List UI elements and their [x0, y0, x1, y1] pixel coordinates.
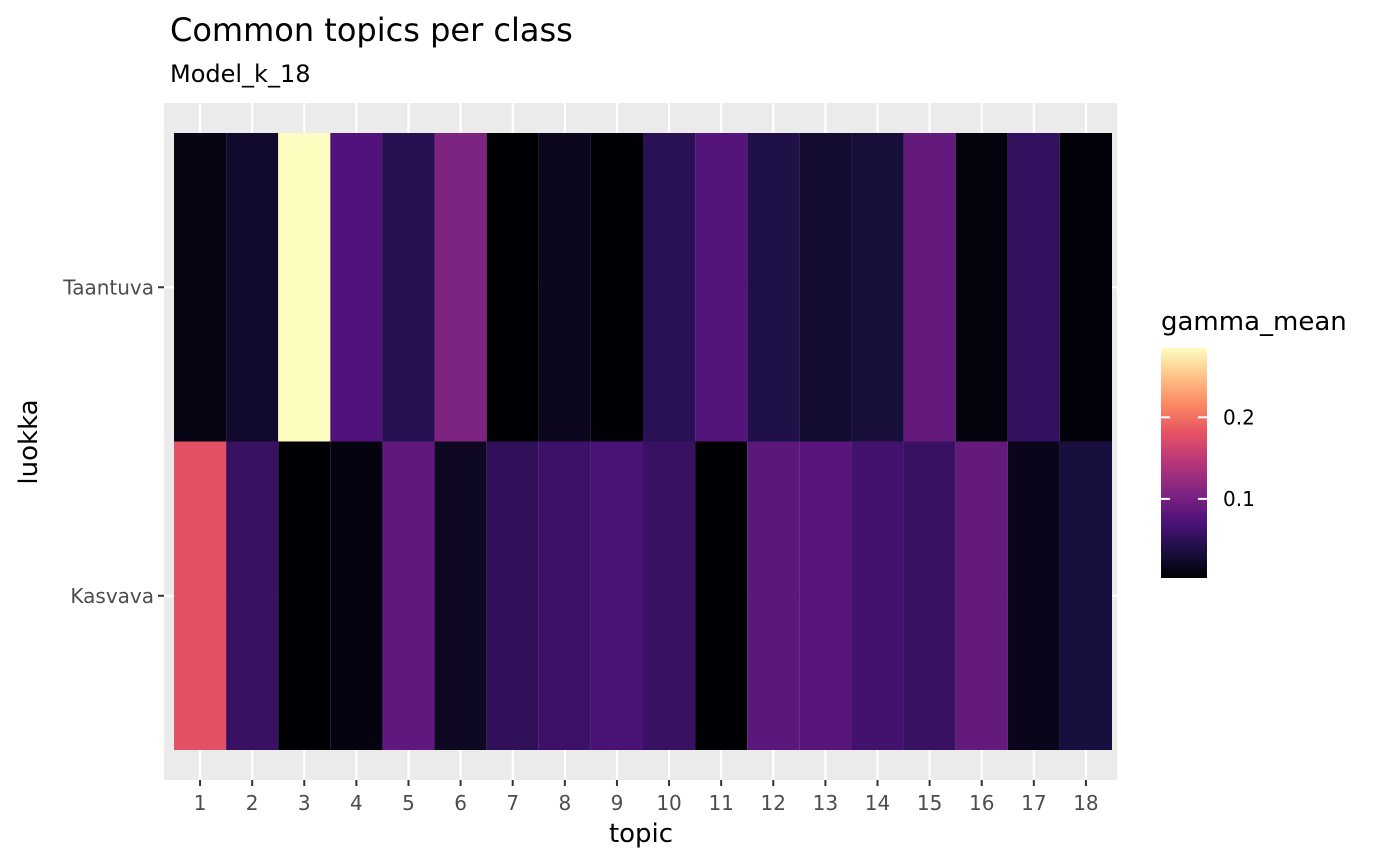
- y-axis-title: luokka: [14, 399, 44, 484]
- heatmap-cell-kasvava-5: [382, 441, 435, 750]
- x-tick-label: 5: [402, 791, 415, 815]
- chart-subtitle: Model_k_18: [170, 60, 311, 88]
- x-tick-label: 3: [298, 791, 311, 815]
- x-tick-label: 2: [246, 791, 259, 815]
- heatmap-cell-taantuva-1: [174, 133, 227, 442]
- x-tick-label: 9: [611, 791, 624, 815]
- heatmap-cell-kasvava-3: [278, 441, 331, 750]
- heatmap-cell-taantuva-17: [1007, 133, 1060, 442]
- heatmap-cell-taantuva-4: [330, 133, 383, 442]
- x-tick-label: 17: [1021, 791, 1046, 815]
- x-tick-label: 7: [506, 791, 519, 815]
- heatmap-cell-taantuva-6: [434, 133, 487, 442]
- x-tick-label: 1: [194, 791, 207, 815]
- heatmap-cells: [174, 133, 1112, 750]
- heatmap-cell-taantuva-2: [226, 133, 279, 442]
- heatmap-cell-taantuva-5: [382, 133, 435, 442]
- heatmap-cell-taantuva-8: [538, 133, 591, 442]
- heatmap-cell-kasvava-4: [330, 441, 383, 750]
- x-tick-label: 18: [1073, 791, 1098, 815]
- heatmap-cell-kasvava-7: [486, 441, 539, 750]
- heatmap-cell-kasvava-15: [903, 441, 956, 750]
- heatmap-cell-taantuva-13: [799, 133, 852, 442]
- legend-title: gamma_mean: [1161, 307, 1347, 337]
- x-tick-label: 15: [917, 791, 942, 815]
- heatmap-cell-kasvava-1: [174, 441, 227, 750]
- y-axis-ticks: Kasvava Taantuva: [62, 275, 164, 608]
- heatmap-cell-kasvava-16: [955, 441, 1008, 750]
- heatmap-cell-taantuva-3: [278, 133, 331, 442]
- x-tick-label: 10: [656, 791, 681, 815]
- x-tick-label: 8: [558, 791, 571, 815]
- heatmap-cell-kasvava-6: [434, 441, 487, 750]
- x-tick-label: 11: [708, 791, 733, 815]
- heatmap-cell-kasvava-11: [695, 441, 748, 750]
- x-tick-label: 6: [454, 791, 467, 815]
- legend-ticks: 0.1 0.2: [1161, 405, 1255, 511]
- heatmap-cell-kasvava-18: [1059, 441, 1112, 750]
- x-axis-ticks: 1 2 3 4 5 6 7 8 9 10 11 12 13 14 15 16 17 18: [194, 780, 1099, 815]
- heatmap-cell-taantuva-10: [643, 133, 696, 442]
- y-tick-label: Kasvava: [70, 584, 154, 608]
- heatmap-cell-taantuva-15: [903, 133, 956, 442]
- legend-tick-label: 0.2: [1223, 405, 1255, 429]
- heatmap-cell-kasvava-9: [590, 441, 643, 750]
- heatmap-cell-taantuva-18: [1059, 133, 1112, 442]
- heatmap-cell-kasvava-2: [226, 441, 279, 750]
- chart-title: Common topics per class: [170, 11, 573, 49]
- x-tick-label: 4: [350, 791, 363, 815]
- heatmap-cell-kasvava-17: [1007, 441, 1060, 750]
- x-axis-title: topic: [609, 819, 673, 849]
- x-tick-label: 14: [865, 791, 890, 815]
- heatmap-cell-kasvava-14: [851, 441, 904, 750]
- x-tick-label: 13: [813, 791, 838, 815]
- heatmap-cell-taantuva-16: [955, 133, 1008, 442]
- x-tick-label: 12: [761, 791, 786, 815]
- legend-tick-label: 0.1: [1223, 487, 1255, 511]
- heatmap-cell-taantuva-11: [695, 133, 748, 442]
- heatmap-cell-taantuva-7: [486, 133, 539, 442]
- y-tick-label: Taantuva: [62, 275, 154, 299]
- heatmap-cell-taantuva-9: [590, 133, 643, 442]
- heatmap-cell-kasvava-12: [747, 441, 800, 750]
- heatmap-cell-kasvava-8: [538, 441, 591, 750]
- heatmap-cell-kasvava-10: [643, 441, 696, 750]
- heatmap-cell-taantuva-12: [747, 133, 800, 442]
- heatmap-cell-kasvava-13: [799, 441, 852, 750]
- legend-colorbar: [1161, 348, 1207, 578]
- x-tick-label: 16: [969, 791, 994, 815]
- heatmap-cell-taantuva-14: [851, 133, 904, 442]
